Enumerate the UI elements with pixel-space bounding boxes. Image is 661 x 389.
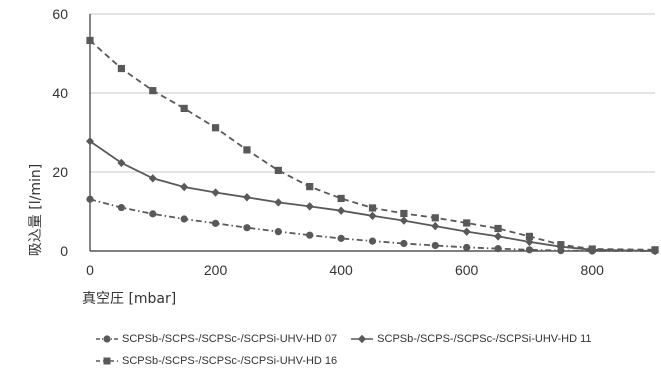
series-2 bbox=[86, 36, 659, 254]
y-tick-label-60: 60 bbox=[52, 6, 68, 22]
data-point bbox=[368, 211, 377, 221]
data-point bbox=[651, 246, 659, 254]
data-point bbox=[431, 214, 439, 222]
series-line-2 bbox=[89, 39, 656, 251]
legend-item-hd07: SCPSb-/SCPS-/SCPSc-/SCPSi-UHV-HD 07 bbox=[96, 333, 337, 345]
legend-row-1: SCPSb-/SCPS-/SCPSc-/SCPSi-UHV-HD 07 SCPS… bbox=[96, 328, 636, 350]
data-point bbox=[211, 188, 220, 197]
x-tick-label-0: 0 bbox=[86, 262, 94, 278]
chart: 0 20 40 60 0 200 400 600 800 吸込量 [l/min] 真空圧 [m… bbox=[28, 6, 659, 307]
legend: SCPSb-/SCPS-/SCPSc-/SCPSi-UHV-HD 07 SCPS… bbox=[96, 328, 636, 372]
x-axis-label: 真空圧 [mbar] bbox=[82, 291, 176, 307]
data-point bbox=[86, 136, 94, 146]
data-point bbox=[180, 182, 189, 192]
data-point bbox=[494, 232, 503, 241]
data-point bbox=[86, 36, 94, 45]
data-point bbox=[462, 227, 471, 236]
legend-item-hd11: SCPSb-/SCPS-/SCPSc-/SCPSi-UHV-HD 11 bbox=[351, 333, 592, 345]
data-point bbox=[149, 210, 157, 218]
series-1 bbox=[86, 136, 659, 256]
data-point bbox=[243, 146, 251, 154]
data-point bbox=[148, 174, 157, 183]
data-point bbox=[274, 198, 283, 207]
data-point bbox=[117, 158, 126, 168]
data-point bbox=[525, 232, 534, 240]
data-point bbox=[494, 245, 502, 253]
data-point bbox=[337, 206, 346, 215]
y-tick-label-20: 20 bbox=[52, 164, 68, 180]
x-tick-label-800: 800 bbox=[581, 262, 605, 278]
legend-item-hd16: SCPSb-/SCPS-/SCPSc-/SCPSi-UHV-HD 16 bbox=[96, 355, 337, 367]
y-tick-label-0: 0 bbox=[60, 243, 68, 259]
data-point bbox=[431, 221, 440, 231]
data-point bbox=[211, 219, 220, 227]
legend-label-hd07: SCPSb-/SCPS-/SCPSc-/SCPSi-UHV-HD 07 bbox=[122, 333, 338, 345]
data-point bbox=[180, 104, 188, 113]
data-point bbox=[242, 193, 251, 202]
data-point bbox=[337, 194, 345, 203]
x-tick-label-600: 600 bbox=[455, 262, 479, 278]
data-point bbox=[431, 241, 439, 250]
x-tick-label-200: 200 bbox=[204, 262, 228, 278]
data-point bbox=[368, 204, 377, 212]
legend-label-hd11: SCPSb-/SCPS-/SCPSc-/SCPSi-UHV-HD 11 bbox=[377, 333, 592, 345]
data-point bbox=[149, 87, 157, 95]
data-point bbox=[525, 246, 534, 254]
y-axis-label: 吸込量 [l/min] bbox=[28, 164, 44, 256]
y-tick-labels: 0 20 40 60 bbox=[52, 6, 68, 259]
legend-row-2: SCPSb-/SCPS-/SCPSc-/SCPSi-UHV-HD 16 bbox=[96, 350, 636, 372]
series-line-1 bbox=[89, 140, 656, 252]
x-tick-labels: 0 200 400 600 800 bbox=[86, 262, 604, 278]
legend-marker-diamond-icon bbox=[351, 334, 374, 344]
plot-area bbox=[86, 36, 659, 256]
data-point bbox=[557, 241, 565, 249]
data-point bbox=[117, 64, 125, 73]
legend-marker-circle-icon bbox=[96, 335, 118, 343]
y-tick-label-40: 40 bbox=[52, 85, 68, 101]
data-point bbox=[494, 224, 502, 233]
data-point bbox=[368, 237, 377, 245]
data-point bbox=[274, 166, 282, 175]
data-point bbox=[399, 216, 408, 225]
data-point bbox=[306, 183, 314, 191]
data-point bbox=[86, 195, 94, 203]
gridlines bbox=[90, 13, 655, 173]
data-point bbox=[306, 231, 314, 239]
data-point bbox=[463, 219, 471, 227]
data-point bbox=[305, 202, 314, 211]
data-point bbox=[463, 243, 471, 252]
legend-label-hd16: SCPSb-/SCPS-/SCPSc-/SCPSi-UHV-HD 16 bbox=[122, 355, 338, 367]
series-line-0 bbox=[89, 198, 655, 252]
series-0 bbox=[86, 195, 659, 255]
x-tick-label-400: 400 bbox=[329, 262, 353, 278]
data-point bbox=[274, 228, 282, 236]
data-point bbox=[337, 234, 345, 242]
data-point bbox=[400, 239, 408, 248]
data-point bbox=[588, 245, 596, 253]
data-point bbox=[117, 203, 125, 212]
legend-marker-square-icon bbox=[96, 357, 118, 365]
data-point bbox=[400, 209, 408, 218]
data-point bbox=[180, 215, 188, 223]
data-point bbox=[211, 124, 220, 132]
data-point bbox=[243, 224, 251, 232]
